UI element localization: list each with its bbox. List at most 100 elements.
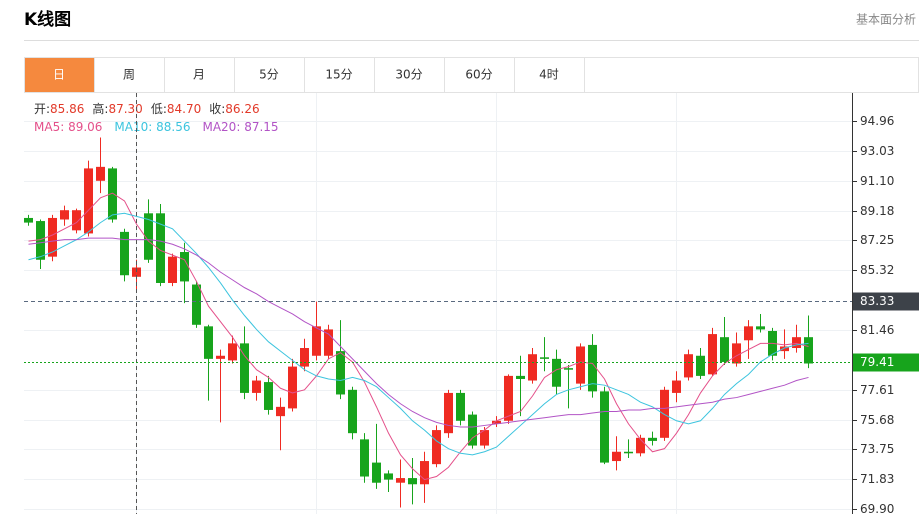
tab-label[interactable]: 15分 [325,68,352,82]
candle-body [84,168,93,234]
candle-body [420,461,429,485]
candle-body [216,355,225,359]
candle-body [528,354,537,381]
tab-label[interactable]: 60分 [465,68,492,82]
candle-body [468,414,477,446]
y-tick-label: 73.75 [860,442,894,456]
legend-value: 89.06 [68,120,102,134]
tab-label[interactable]: 日 [53,68,65,82]
candle-body [504,375,513,421]
candle-body [204,326,213,359]
candle-body [672,380,681,393]
candle-body [552,358,561,387]
ohlc-info: 开:85.86 高:87.30 低:84.70 收:86.26 [34,101,260,116]
candle-body [96,166,105,181]
candle-body [612,451,621,462]
legend-name: MA20 [202,120,236,134]
candle-body [624,451,633,454]
candle-body [72,210,81,231]
candle-body [696,355,705,376]
candle-body [396,478,405,483]
last-price-badge [853,353,919,372]
candle-body [780,346,789,352]
tab[interactable] [94,57,165,93]
candle-body [408,478,417,485]
y-tick-label: 87.25 [860,233,894,247]
tab[interactable] [514,57,585,93]
candle-body [48,217,57,257]
info-value: 87.30 [108,102,142,116]
ma-line [28,237,809,428]
candle-body [36,221,45,260]
crosshair-badge [853,292,919,311]
candle-body [600,391,609,463]
candle-body [480,430,489,446]
candle-body [60,210,69,220]
candle-body [492,420,501,424]
candle-body [720,337,729,362]
tab-label[interactable]: 月 [193,68,205,82]
legend-value: 87.15 [244,120,278,134]
y-tick-label: 71.83 [860,472,894,486]
candle-body [540,357,549,359]
candle-body [156,213,165,283]
y-tick-label: 75.68 [860,413,894,427]
page-title: K线图 [24,9,71,30]
tab-label[interactable]: 周 [123,68,135,82]
candle-body [348,389,357,434]
candle-body [324,329,333,356]
tab-label[interactable]: 4时 [539,68,559,82]
candle-body [24,217,33,223]
candle-body [684,354,693,378]
tab[interactable] [304,57,375,93]
candle-body [132,267,141,277]
candle-body [180,252,189,282]
info-value: 84.70 [167,102,201,116]
candle-body [456,392,465,421]
candle-body [648,437,657,441]
candle-body [588,344,597,392]
y-tick-label: 81.46 [860,323,894,337]
legend-name: MA5 [34,120,60,134]
info-label: 低: [151,102,167,116]
y-tick-label: 85.32 [860,263,894,277]
candle-body [276,406,285,417]
candle-body [576,346,585,384]
info-label: 收: [209,102,225,116]
candle-body [804,337,813,364]
legend-value: 88.56 [156,120,190,134]
tab[interactable] [24,57,95,93]
crosshair-price: 83.33 [860,294,894,308]
candle-body [372,462,381,483]
y-tick-label: 77.61 [860,383,894,397]
candle-body [756,326,765,330]
y-tick-label: 91.10 [860,174,894,188]
candle-body [108,168,117,220]
candle-body [312,326,321,356]
info-value: 85.86 [50,102,84,116]
candle-body [300,348,309,367]
candle-body [708,334,717,375]
ma-line [28,212,809,456]
candle-body [444,392,453,434]
candle-body [336,351,345,395]
tab-label[interactable]: 5分 [259,68,279,82]
last-price: 79.41 [860,355,894,369]
legend: MA5: 89.06 MA10: 88.56 MA20: 87.15 [34,120,279,134]
candle-body [252,380,261,393]
candle-body [516,375,525,379]
candle-body [732,343,741,364]
candle-body [384,473,393,480]
candle-body [264,382,273,410]
ma-line [28,192,809,481]
tab-label[interactable]: 30分 [395,68,422,82]
fundamental-link[interactable]: 基本面分析 [856,13,916,27]
candle-body [636,437,645,454]
candle-body [660,389,669,438]
y-tick-label: 89.18 [860,204,894,218]
candle-body [192,284,201,325]
y-tick-label: 93.03 [860,144,894,158]
legend-name: MA10 [114,120,148,134]
